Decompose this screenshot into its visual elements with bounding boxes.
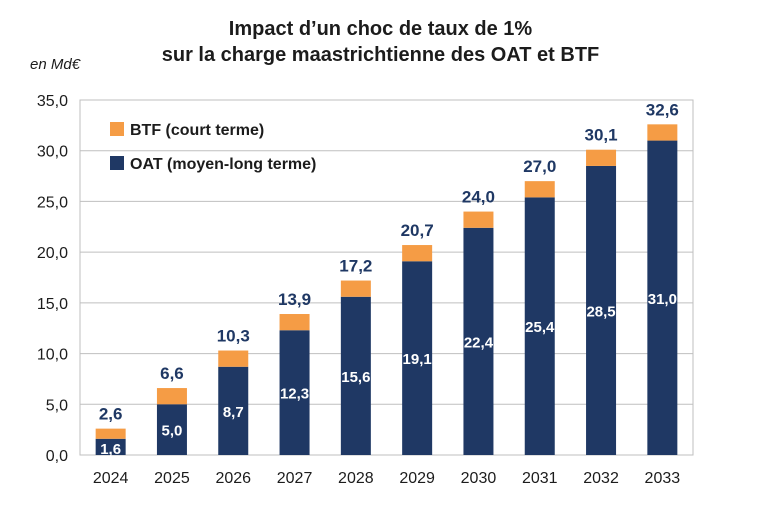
total-value-label: 10,3: [217, 327, 250, 346]
unit-label: en Md€: [30, 56, 81, 73]
oat-value-label: 15,6: [341, 369, 370, 386]
bar-oat: [402, 261, 433, 455]
x-tick-label: 2029: [399, 470, 435, 487]
total-value-label: 17,2: [339, 257, 372, 276]
legend-label-btf: BTF (court terme): [130, 122, 264, 139]
oat-value-label: 22,4: [464, 334, 494, 351]
x-tick-label: 2033: [645, 470, 681, 487]
bar-oat: [647, 140, 678, 456]
y-tick-label: 0,0: [46, 448, 68, 465]
chart-title: Impact d’un choc de taux de 1% sur la ch…: [0, 16, 761, 68]
oat-value-label: 19,1: [403, 351, 432, 368]
bar-oat: [524, 197, 555, 455]
bar-btf: [218, 350, 249, 367]
x-tick-label: 2027: [277, 470, 313, 487]
bar-btf: [340, 280, 371, 297]
oat-value-label: 12,3: [280, 386, 309, 403]
x-tick-label: 2026: [215, 470, 251, 487]
y-tick-label: 30,0: [37, 144, 68, 161]
bar-btf: [463, 211, 494, 228]
x-tick-label: 2031: [522, 470, 558, 487]
legend-label-oat: OAT (moyen-long terme): [130, 156, 316, 173]
total-value-label: 27,0: [523, 157, 556, 176]
chart-title-line1: Impact d’un choc de taux de 1%: [228, 18, 533, 40]
plot-frame: [79, 99, 694, 456]
y-tick-label: 25,0: [37, 194, 68, 211]
bar-btf: [524, 181, 555, 198]
total-value-label: 6,6: [160, 364, 184, 383]
bar-oat: [156, 404, 187, 455]
total-value-label: 32,6: [646, 100, 679, 119]
bar-btf: [156, 388, 187, 405]
bar-oat: [463, 227, 494, 455]
bar-btf: [95, 428, 126, 439]
y-tick-label: 5,0: [46, 397, 68, 414]
oat-value-label: 31,0: [648, 291, 677, 308]
bar-oat: [279, 330, 310, 455]
bar-oat: [586, 165, 617, 455]
total-value-label: 24,0: [462, 188, 495, 207]
y-tick-label: 35,0: [37, 93, 68, 110]
total-value-label: 2,6: [99, 405, 123, 424]
oat-value-label: 5,0: [162, 423, 183, 440]
legend-swatch-oat: [110, 156, 124, 170]
bar-btf: [586, 149, 617, 166]
oat-value-label: 25,4: [525, 319, 555, 336]
bar-btf: [402, 245, 433, 262]
x-tick-label: 2032: [583, 470, 619, 487]
total-value-label: 20,7: [401, 221, 434, 240]
y-tick-label: 10,0: [37, 347, 68, 364]
x-tick-label: 2030: [461, 470, 497, 487]
x-tick-label: 2024: [93, 470, 129, 487]
oat-value-label: 28,5: [586, 303, 615, 320]
bar-oat: [95, 438, 126, 455]
chart-title-line2: sur la charge maastrichtienne des OAT et…: [161, 44, 600, 66]
bar-oat: [340, 296, 371, 455]
bar-btf: [647, 124, 678, 141]
oat-value-label: 1,6: [100, 441, 121, 458]
oat-value-label: 8,7: [223, 404, 244, 421]
x-tick-label: 2028: [338, 470, 374, 487]
bar-oat: [218, 366, 249, 455]
total-value-label: 13,9: [278, 290, 311, 309]
total-value-label: 30,1: [585, 126, 618, 145]
y-tick-label: 20,0: [37, 245, 68, 262]
bar-btf: [279, 314, 310, 331]
x-tick-label: 2025: [154, 470, 190, 487]
y-tick-label: 15,0: [37, 296, 68, 313]
legend-swatch-btf: [110, 122, 124, 136]
